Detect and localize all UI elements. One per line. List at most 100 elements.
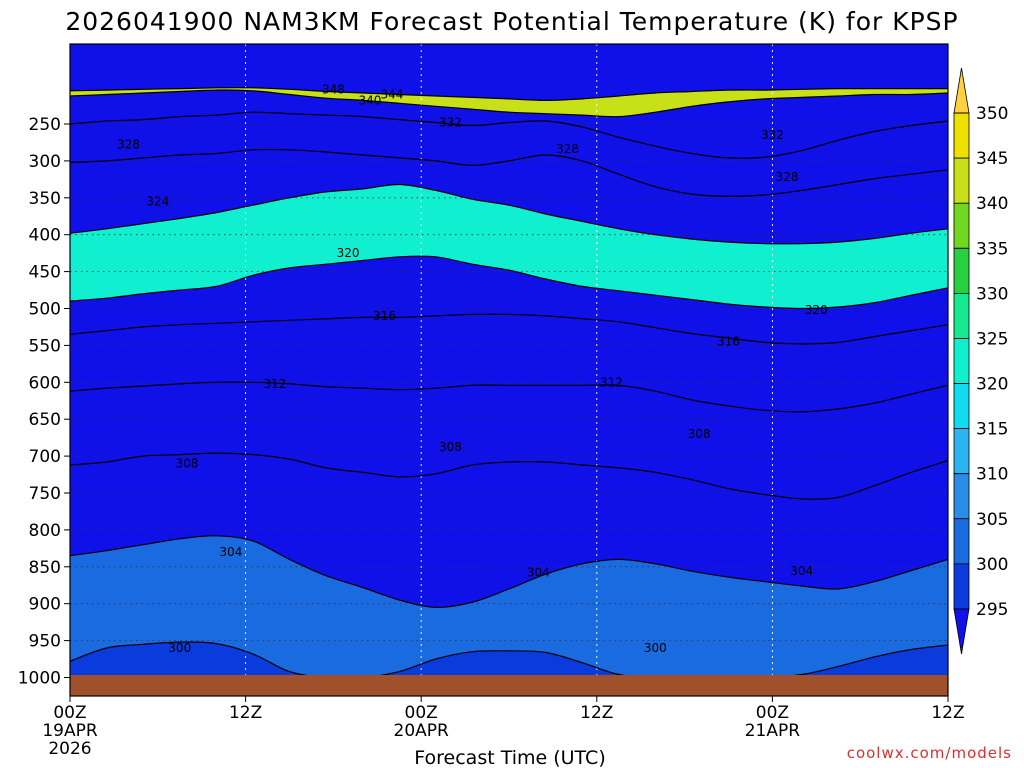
fill-band-324 [70, 149, 948, 244]
colorbar-swatch [953, 428, 970, 475]
y-tick-label-500: 500 [29, 300, 61, 320]
contour-label-312: 312 [600, 375, 623, 389]
fill-band-308 [70, 382, 948, 500]
contour-label-304: 304 [527, 566, 550, 580]
contour-labels: 300 300 304 304 304 308 308 308 312 312 316 316 320 3… [117, 82, 828, 655]
contour-label-308: 308 [176, 456, 199, 470]
x-tick-date: 20APR [394, 721, 450, 741]
colorbar-swatch [953, 608, 970, 655]
contour-label-332: 332 [439, 116, 462, 130]
colorbar-swatch [953, 292, 970, 339]
x-tick-label: 12Z [229, 703, 262, 723]
x-tick-label: 12Z [580, 703, 613, 723]
y-tick-label-800: 800 [29, 521, 61, 541]
colorbar-swatch [953, 563, 970, 610]
colorbar-label-315: 315 [976, 420, 1008, 440]
y-tick-label-900: 900 [29, 595, 61, 615]
plot-frame [69, 43, 949, 697]
colorbar-swatch [953, 518, 970, 565]
colorbar-label-345: 345 [976, 149, 1008, 169]
contour-304 [69, 535, 949, 609]
fill-band-312 [70, 314, 948, 412]
colorbar-swatch [953, 473, 970, 520]
fill-band-332 [70, 90, 948, 159]
contour-332 [69, 111, 949, 159]
contour-label-340: 340 [359, 93, 382, 107]
ground-surface [70, 675, 948, 696]
colorbar-label-300: 300 [976, 555, 1008, 575]
contour-label-348: 348 [322, 82, 345, 96]
contour-340 [69, 89, 949, 118]
contour-308 [69, 452, 949, 500]
colorbar-swatch [953, 112, 970, 159]
contour-300 [69, 641, 949, 679]
contour-label-324: 324 [146, 194, 169, 208]
contour-348 [69, 87, 948, 102]
colorbar-label-340: 340 [976, 194, 1008, 214]
fill-band-304 [70, 453, 948, 608]
colorbar-label-325: 325 [976, 329, 1008, 349]
y-tick-label-550: 550 [29, 336, 61, 356]
contour-label-308: 308 [439, 440, 462, 454]
contour-label-304: 304 [790, 564, 813, 578]
colorbar-label-335: 335 [976, 239, 1008, 259]
y-tick-label-250: 250 [29, 115, 61, 135]
x-tick-year: 2026 [48, 739, 91, 759]
x-tick-label: 00Z [405, 703, 438, 723]
x-axis-label: Forecast Time (UTC) [414, 747, 605, 768]
fill-band-348 [70, 44, 948, 101]
y-tick-label-350: 350 [29, 189, 61, 209]
colorbar-swatch [953, 157, 970, 204]
contour-312 [69, 381, 949, 413]
y-tick-label-450: 450 [29, 263, 61, 283]
colorbar-label-295: 295 [976, 600, 1008, 620]
x-tick-label: 12Z [931, 703, 964, 723]
y-tick-label-300: 300 [29, 152, 61, 172]
y-tick-label-700: 700 [29, 447, 61, 467]
colorbar-label-310: 310 [976, 465, 1008, 485]
contour-label-300: 300 [644, 641, 667, 655]
contour-label-320: 320 [805, 303, 828, 317]
contour-label-328: 328 [117, 138, 140, 152]
fill-band-328 [70, 112, 948, 197]
colorbar-swatch [953, 338, 970, 384]
colorbar-label-330: 330 [976, 284, 1008, 304]
contour-316 [69, 313, 949, 345]
temperature-fill-layer [70, 44, 948, 696]
contour-label-300: 300 [168, 641, 191, 655]
contour-label-316: 316 [373, 309, 396, 323]
colorbar: 295 300 305 310 315 320 325 330 335 340 345 350 [953, 67, 1008, 655]
contour-label-328: 328 [776, 170, 799, 184]
colorbar-swatch [953, 383, 970, 430]
x-tick-date: 21APR [745, 721, 801, 741]
contour-label-304: 304 [220, 545, 243, 559]
contour-lines [69, 87, 949, 679]
x-tick-label: 00Z [756, 703, 789, 723]
contour-320 [69, 255, 949, 310]
y-axis: 250 300 350 400 450 500 550 600 650 700 750 800 850 9… [18, 115, 70, 689]
contour-label-332: 332 [761, 128, 784, 142]
contour-label-320: 320 [337, 246, 360, 260]
contour-label-316: 316 [717, 335, 740, 349]
contour-328 [69, 148, 949, 197]
colorbar-label-320: 320 [976, 375, 1008, 395]
contour-label-344: 344 [380, 87, 403, 101]
y-tick-label-600: 600 [29, 373, 61, 393]
colorbar-label-350: 350 [976, 104, 1008, 124]
y-tick-label-650: 650 [29, 410, 61, 430]
contour-label-328: 328 [556, 142, 579, 156]
x-tick-date: 19APR [42, 721, 98, 741]
y-tick-label-1000: 1000 [18, 669, 61, 689]
colorbar-swatch [953, 247, 970, 294]
contour-label-312: 312 [263, 377, 286, 391]
contour-label-308: 308 [688, 427, 711, 441]
fill-band-320 [70, 184, 948, 309]
y-tick-label-850: 850 [29, 558, 61, 578]
fill-band-340 [70, 87, 948, 117]
y-tick-label-950: 950 [29, 632, 61, 652]
credit-text: coolwx.com/models [847, 744, 1012, 762]
colorbar-swatch [953, 202, 970, 249]
contour-324 [69, 183, 949, 245]
